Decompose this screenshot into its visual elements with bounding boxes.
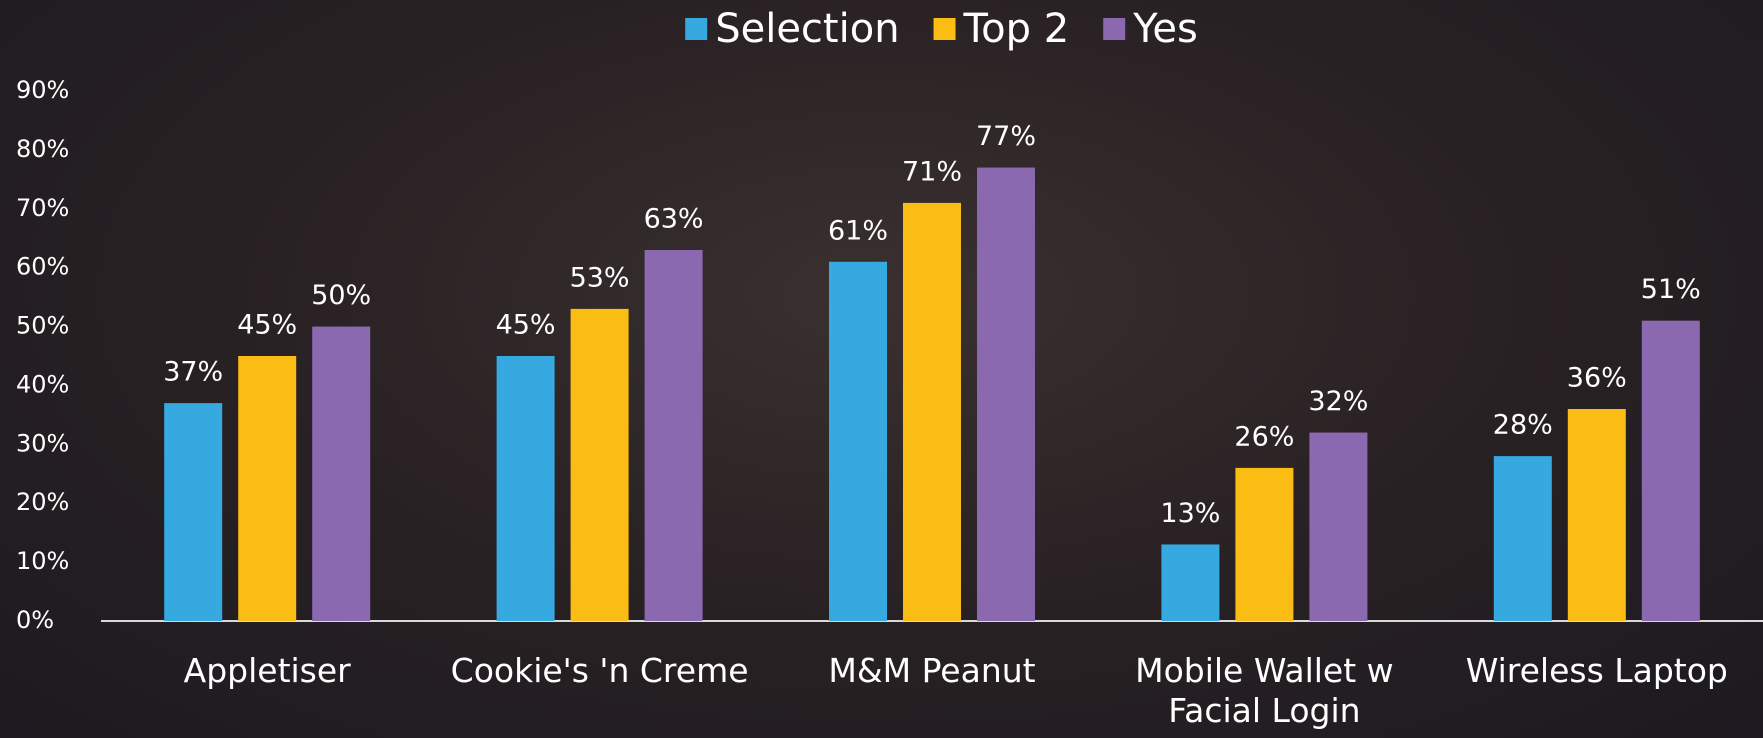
bar bbox=[496, 356, 555, 621]
bar bbox=[977, 167, 1035, 622]
legend-swatch bbox=[685, 18, 708, 40]
y-tick-label: 70% bbox=[16, 194, 69, 222]
data-label: 45% bbox=[496, 310, 556, 341]
data-label: 45% bbox=[237, 310, 297, 341]
y-tick-label: 50% bbox=[16, 312, 69, 340]
y-tick-label: 80% bbox=[16, 135, 69, 163]
x-tick-label: M&M Peanut bbox=[828, 651, 1036, 690]
bar bbox=[164, 403, 223, 621]
bar bbox=[1309, 432, 1368, 621]
y-tick-label: 30% bbox=[16, 429, 69, 457]
legend-item: Selection bbox=[685, 6, 900, 52]
bar bbox=[644, 250, 703, 621]
legend-swatch bbox=[933, 18, 956, 40]
bar bbox=[1567, 409, 1626, 621]
data-label: 53% bbox=[570, 262, 630, 293]
data-label: 36% bbox=[1567, 363, 1627, 394]
data-label: 77% bbox=[976, 121, 1036, 152]
data-label: 61% bbox=[828, 215, 888, 246]
y-tick-label: 0% bbox=[16, 606, 54, 634]
x-tick-label: Mobile Wallet w Facial Login bbox=[1135, 651, 1394, 730]
x-tick-label: Appletiser bbox=[183, 651, 351, 690]
bar bbox=[1493, 456, 1552, 621]
legend-item: Top 2 bbox=[933, 6, 1070, 52]
data-label: 28% bbox=[1493, 410, 1553, 441]
bar bbox=[1161, 544, 1220, 621]
data-label: 26% bbox=[1234, 421, 1294, 452]
x-tick-label: Cookie's 'n Creme bbox=[450, 651, 749, 690]
data-label: 32% bbox=[1308, 386, 1368, 417]
data-label: 50% bbox=[311, 280, 371, 311]
y-tick-label: 10% bbox=[16, 547, 69, 575]
data-label: 71% bbox=[902, 156, 962, 187]
bar bbox=[570, 308, 629, 621]
y-tick-label: 60% bbox=[16, 253, 69, 281]
bar bbox=[1641, 320, 1700, 621]
legend-swatch bbox=[1103, 18, 1126, 40]
data-label: 63% bbox=[644, 204, 704, 235]
data-label: 51% bbox=[1641, 274, 1701, 305]
y-tick-label: 40% bbox=[16, 370, 69, 398]
x-tick-label: Wireless Laptop bbox=[1465, 651, 1728, 690]
legend-label: Yes bbox=[1132, 6, 1198, 52]
data-label: 37% bbox=[163, 357, 223, 388]
bar bbox=[829, 261, 887, 621]
bar bbox=[238, 356, 297, 621]
bar bbox=[903, 202, 961, 621]
legend-label: Top 2 bbox=[963, 6, 1070, 52]
data-label: 13% bbox=[1160, 498, 1220, 529]
y-tick-label: 20% bbox=[16, 488, 69, 516]
y-tick-label: 90% bbox=[16, 76, 69, 104]
legend-item: Yes bbox=[1103, 6, 1198, 52]
bar bbox=[1235, 467, 1294, 621]
bar bbox=[312, 326, 371, 621]
legend-label: Selection bbox=[715, 6, 899, 52]
